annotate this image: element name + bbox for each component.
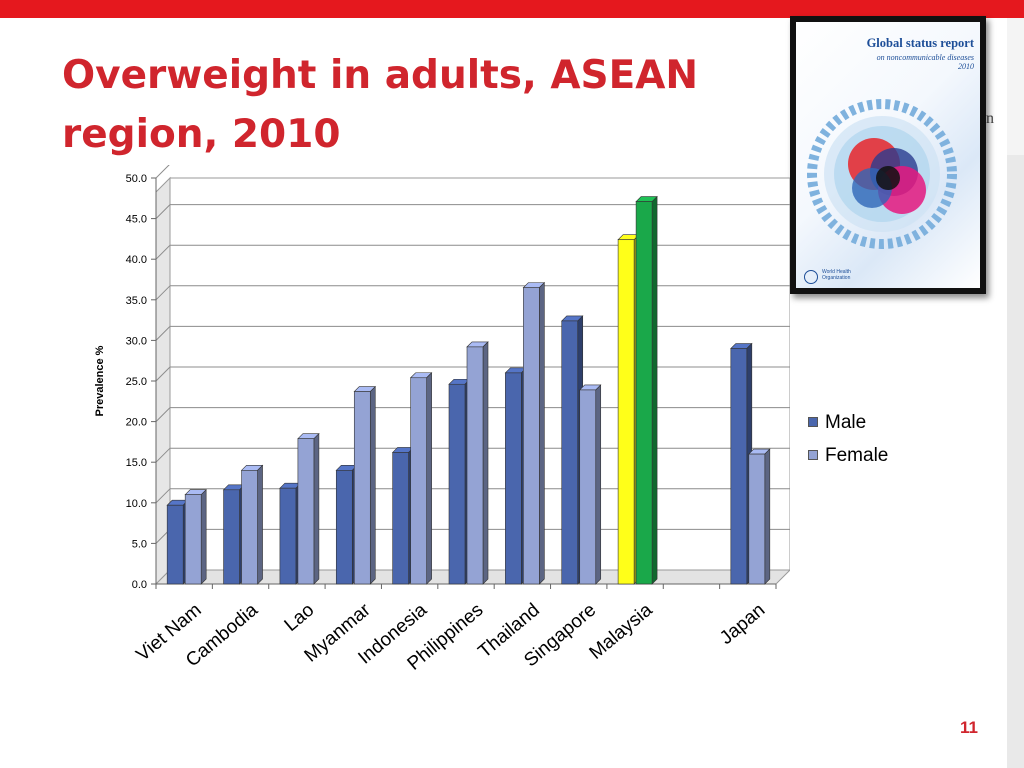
bar-side-face — [539, 281, 545, 585]
report-cover-image: Global status report on noncommunicable … — [790, 16, 986, 294]
bar-front-face — [748, 453, 766, 585]
report-cover-subtitle-2: 2010 — [958, 62, 974, 71]
female-bar-japan — [748, 448, 771, 585]
bar-front-face — [523, 287, 540, 585]
gridline-side — [155, 488, 171, 504]
y-tick-label: 45.0 — [126, 214, 147, 226]
bar-side-face — [595, 384, 602, 585]
bar-front-face — [505, 372, 522, 585]
bar-side-face — [369, 385, 376, 585]
female-bar-thailand — [522, 281, 546, 585]
female-bar-viet-nam — [184, 488, 207, 585]
legend-swatch-male — [808, 417, 818, 427]
gridline-side — [155, 244, 171, 260]
y-tick-label: 5.0 — [132, 538, 147, 550]
report-cover-publisher: World Health Organization — [822, 269, 882, 281]
bar-side-face — [764, 448, 771, 585]
bar-front-face — [392, 452, 409, 585]
slide-number: 11 — [960, 718, 978, 737]
bar-front-face — [730, 348, 748, 585]
y-tick-label: 35.0 — [126, 295, 147, 307]
gridline-side — [155, 165, 170, 179]
y-tick-label: 20.0 — [126, 417, 147, 429]
y-tick-label: 15.0 — [126, 457, 147, 469]
female-bar-singapore — [579, 384, 602, 585]
legend-label-female: Female — [825, 445, 889, 466]
bar-front-face — [466, 346, 484, 585]
y-tick-label: 30.0 — [126, 335, 147, 347]
bar-side-face — [313, 432, 320, 585]
male-bar-philippines — [448, 378, 471, 585]
bar-side-face — [257, 464, 263, 585]
report-cover-subtitle: on noncommunicable diseases 2010 — [836, 53, 974, 71]
y-tick-label: 0.0 — [132, 579, 147, 591]
stray-text: n — [986, 110, 994, 127]
y-tick-label: 40.0 — [126, 254, 147, 266]
x-tick-label-malaysia: Malaysia — [586, 599, 657, 664]
bar-front-face — [297, 438, 315, 585]
report-cover-artwork — [807, 99, 957, 249]
bar-side-face — [482, 341, 489, 585]
bar-front-face — [223, 489, 240, 585]
female-bar-philippines — [466, 341, 489, 585]
gridline-side — [155, 326, 171, 341]
bar-side-face — [651, 195, 658, 585]
report-cover-subtitle-1: on noncommunicable diseases — [876, 53, 974, 62]
who-emblem-icon — [804, 270, 818, 284]
female-bar-cambodia — [240, 464, 264, 585]
title-line-2: region, 2010 — [62, 112, 341, 157]
bar-front-face — [184, 494, 202, 585]
bar-front-face — [635, 201, 653, 585]
plot-top-edge — [156, 165, 790, 178]
x-tick-label-lao: Lao — [281, 600, 319, 636]
report-cover-title: Global status report — [866, 36, 974, 50]
y-tick-label: 50.0 — [126, 173, 147, 185]
bar-front-face — [279, 487, 297, 585]
report-cover-page: Global status report on noncommunicable … — [796, 22, 980, 288]
bar-front-face — [335, 470, 353, 585]
bar-front-face — [166, 504, 184, 585]
bar-side-face — [200, 488, 207, 585]
female-bar-indonesia — [409, 372, 433, 585]
bar-chart: 0.0 5.0 10.0 15.0 20.0 25.0 30.0 35.0 40.0 45.0 50… — [94, 165, 790, 675]
legend-label-male: Male — [825, 412, 867, 433]
bar-front-face — [353, 391, 371, 585]
x-tick-label-japan: Japan — [716, 600, 769, 649]
female-bar-malaysia — [635, 195, 658, 585]
gridline-side — [155, 447, 171, 463]
gridline-side — [155, 285, 171, 301]
bar-side-face — [426, 372, 432, 585]
slide-title: Overweight in adults, ASEAN region, 2010 — [62, 46, 782, 164]
people-ring-icon — [807, 99, 957, 249]
bar-front-face — [448, 383, 466, 585]
bar-front-face — [241, 470, 258, 585]
bar-front-face — [579, 389, 597, 585]
publisher-line-1: World Health — [822, 269, 851, 275]
bar-front-face — [561, 320, 579, 585]
gridline-side — [155, 407, 171, 422]
bar-front-face — [617, 239, 635, 585]
top-accent-bar — [0, 0, 1024, 18]
publisher-line-2: Organization — [822, 275, 851, 281]
female-bar-myanmar — [353, 385, 376, 585]
gridline-side — [155, 204, 171, 219]
right-edge-strip-lower — [1007, 155, 1024, 768]
male-bar-singapore — [561, 315, 584, 585]
gridline-side — [155, 366, 171, 382]
bar-front-face — [410, 377, 427, 585]
legend-swatch-female — [808, 450, 818, 460]
y-tick-label: 10.0 — [126, 498, 147, 510]
title-line-1: Overweight in adults, ASEAN — [62, 53, 699, 98]
y-tick-label: 25.0 — [126, 376, 147, 388]
female-bar-lao — [297, 432, 320, 585]
y-axis-title: Prevalence % — [94, 345, 106, 416]
